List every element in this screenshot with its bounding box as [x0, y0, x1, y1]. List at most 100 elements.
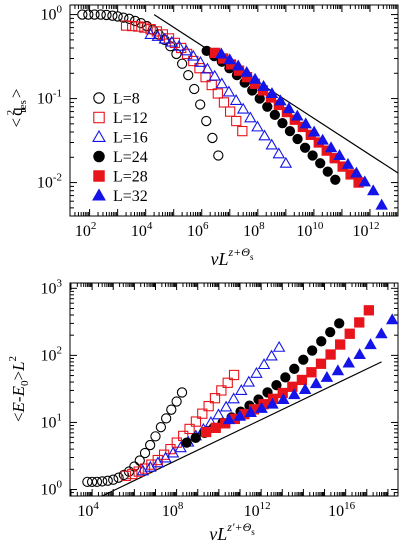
bottom-x-label-main: vL [209, 524, 227, 544]
data-point [299, 142, 311, 153]
data-point [272, 340, 286, 352]
data-point [375, 198, 388, 210]
data-point [299, 117, 312, 129]
legend-item: L=24 [93, 149, 148, 166]
data-point [316, 133, 329, 145]
data-point [248, 72, 262, 84]
data-point [201, 426, 212, 438]
data-point [120, 470, 132, 481]
bottom-panel: 104 108 1012 1016 100 101 102 103 <E-E0>L2 vLz'… [7, 277, 399, 544]
bottom-x-label-sup: z'+Θ [226, 520, 251, 534]
data-point [296, 374, 308, 386]
data-point [139, 447, 151, 459]
top-y-label-open: < [7, 118, 26, 128]
data-point [344, 328, 355, 339]
data-point [118, 12, 129, 23]
y-tick-label: 101 [41, 411, 63, 431]
data-point [277, 117, 288, 129]
bottom-y-label-suffix: L [9, 361, 28, 371]
series-L=32 [215, 47, 388, 210]
data-point [212, 88, 223, 99]
bottom-plot-frame [69, 282, 399, 497]
data-point [127, 20, 138, 32]
data-point [307, 150, 318, 161]
data-point [277, 393, 290, 404]
data-point [298, 354, 309, 365]
data-point [107, 10, 118, 21]
data-point [165, 443, 176, 455]
data-point [266, 397, 279, 409]
data-point [201, 115, 212, 127]
data-point [287, 381, 298, 392]
data-point [155, 422, 167, 433]
data-point [316, 336, 327, 347]
legend-marker [93, 92, 105, 104]
data-point [334, 318, 345, 329]
x-tick-label: 104 [77, 500, 99, 520]
data-point [145, 439, 156, 451]
data-point [274, 94, 287, 106]
data-point [269, 109, 280, 121]
data-point [257, 79, 270, 91]
data-point [367, 184, 380, 196]
data-point [210, 422, 221, 434]
data-point [86, 476, 98, 488]
data-point [144, 28, 157, 39]
data-point [180, 44, 193, 56]
data-point [172, 39, 186, 51]
data-point [113, 472, 124, 483]
data-point [112, 11, 123, 22]
y-tick-label: 100 [41, 4, 63, 24]
top-y-label-sup: 2 [5, 110, 17, 116]
top-x-label-supsub: s [250, 252, 254, 262]
data-point [194, 63, 205, 74]
data-point [255, 401, 268, 413]
bottom-reference-line [101, 361, 382, 497]
bottom-tick-labels: 104 108 1012 1016 100 101 102 103 [41, 277, 356, 520]
x-tick-label: 1010 [296, 220, 324, 240]
data-point [288, 388, 301, 400]
data-point [291, 109, 304, 121]
series-L=32 [222, 313, 399, 425]
x-tick-label: 1012 [244, 500, 271, 520]
bottom-x-label-supsub: s [251, 527, 255, 537]
data-point [320, 370, 334, 382]
data-point [165, 35, 179, 47]
data-point [298, 383, 312, 395]
data-point [213, 150, 224, 161]
y-tick-label: 103 [41, 277, 63, 297]
data-point [176, 42, 187, 54]
data-point [189, 83, 200, 95]
data-point [222, 377, 233, 388]
data-point [145, 24, 156, 35]
series-L=16 [144, 28, 293, 168]
data-point [158, 32, 172, 44]
data-point [315, 158, 326, 169]
top-y-label-sub: res [17, 100, 29, 113]
data-point [250, 366, 263, 378]
data-point [194, 55, 207, 67]
legend-item: L=8 [93, 91, 140, 108]
top-y-label-close: > [7, 88, 26, 98]
data-point [190, 416, 202, 427]
data-point [265, 349, 278, 361]
data-point [251, 120, 264, 132]
legend-label: L=8 [113, 91, 140, 108]
bottom-y-label-open: < [9, 412, 28, 422]
data-point [150, 431, 161, 442]
data-point [358, 175, 372, 187]
data-point [181, 437, 192, 448]
y-tick-label: 10-2 [37, 172, 62, 192]
data-point [201, 62, 214, 74]
data-point [342, 356, 355, 368]
y-tick-label: 10-1 [37, 88, 62, 108]
data-point [133, 466, 144, 477]
data-point [242, 375, 256, 387]
data-point [216, 385, 227, 396]
data-point [309, 377, 323, 389]
data-point [212, 408, 225, 420]
data-point [141, 20, 152, 32]
data-point [335, 339, 346, 350]
data-point [166, 446, 180, 458]
data-point [207, 132, 218, 144]
